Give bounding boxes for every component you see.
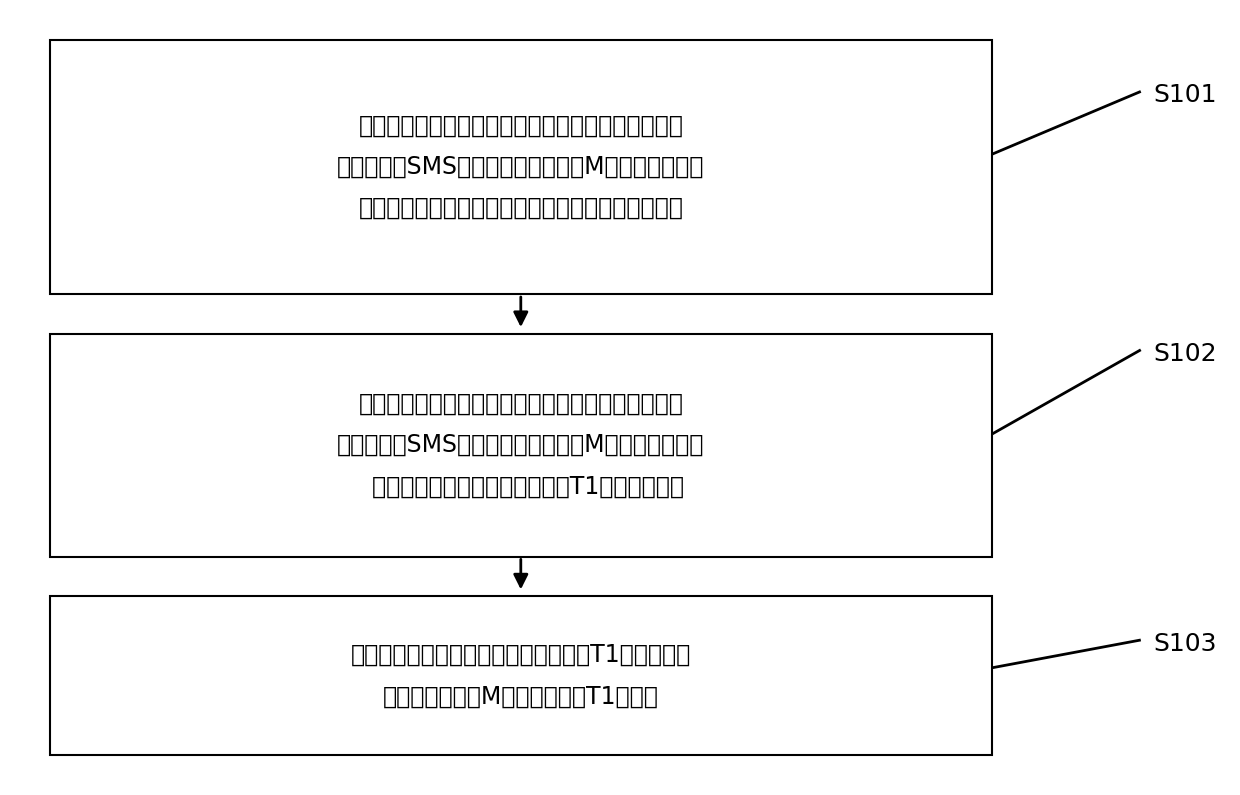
Text: S102: S102 xyxy=(1153,342,1216,366)
Text: 在单次屏气的一个或多个第一类型心跳周期的指定期
相内，利用SMS方法同时采集心脏的M个不同片层的无
非选择性饱和脉冲磁化准备的质子密度加权成像数据: 在单次屏气的一个或多个第一类型心跳周期的指定期 相内，利用SMS方法同时采集心脏… xyxy=(337,114,704,220)
Text: 在单次屏气的一个或多个第二类型心跳周期的指定期
相内，利用SMS方法同时采集心脏的M个不同片层的有
  非选择性饱和脉冲磁化准备下的T1加权成像数据: 在单次屏气的一个或多个第二类型心跳周期的指定期 相内，利用SMS方法同时采集心脏… xyxy=(337,392,704,498)
Text: S101: S101 xyxy=(1153,83,1216,107)
Bar xyxy=(50,40,992,294)
Text: S103: S103 xyxy=(1153,632,1216,656)
Bar xyxy=(50,334,992,556)
Text: 根据采集到的质子密度加权成像数据和T1加权成像数
据，得到心脏的M个不同片层的T1参数图: 根据采集到的质子密度加权成像数据和T1加权成像数 据，得到心脏的M个不同片层的T… xyxy=(351,643,691,708)
Bar xyxy=(50,596,992,755)
